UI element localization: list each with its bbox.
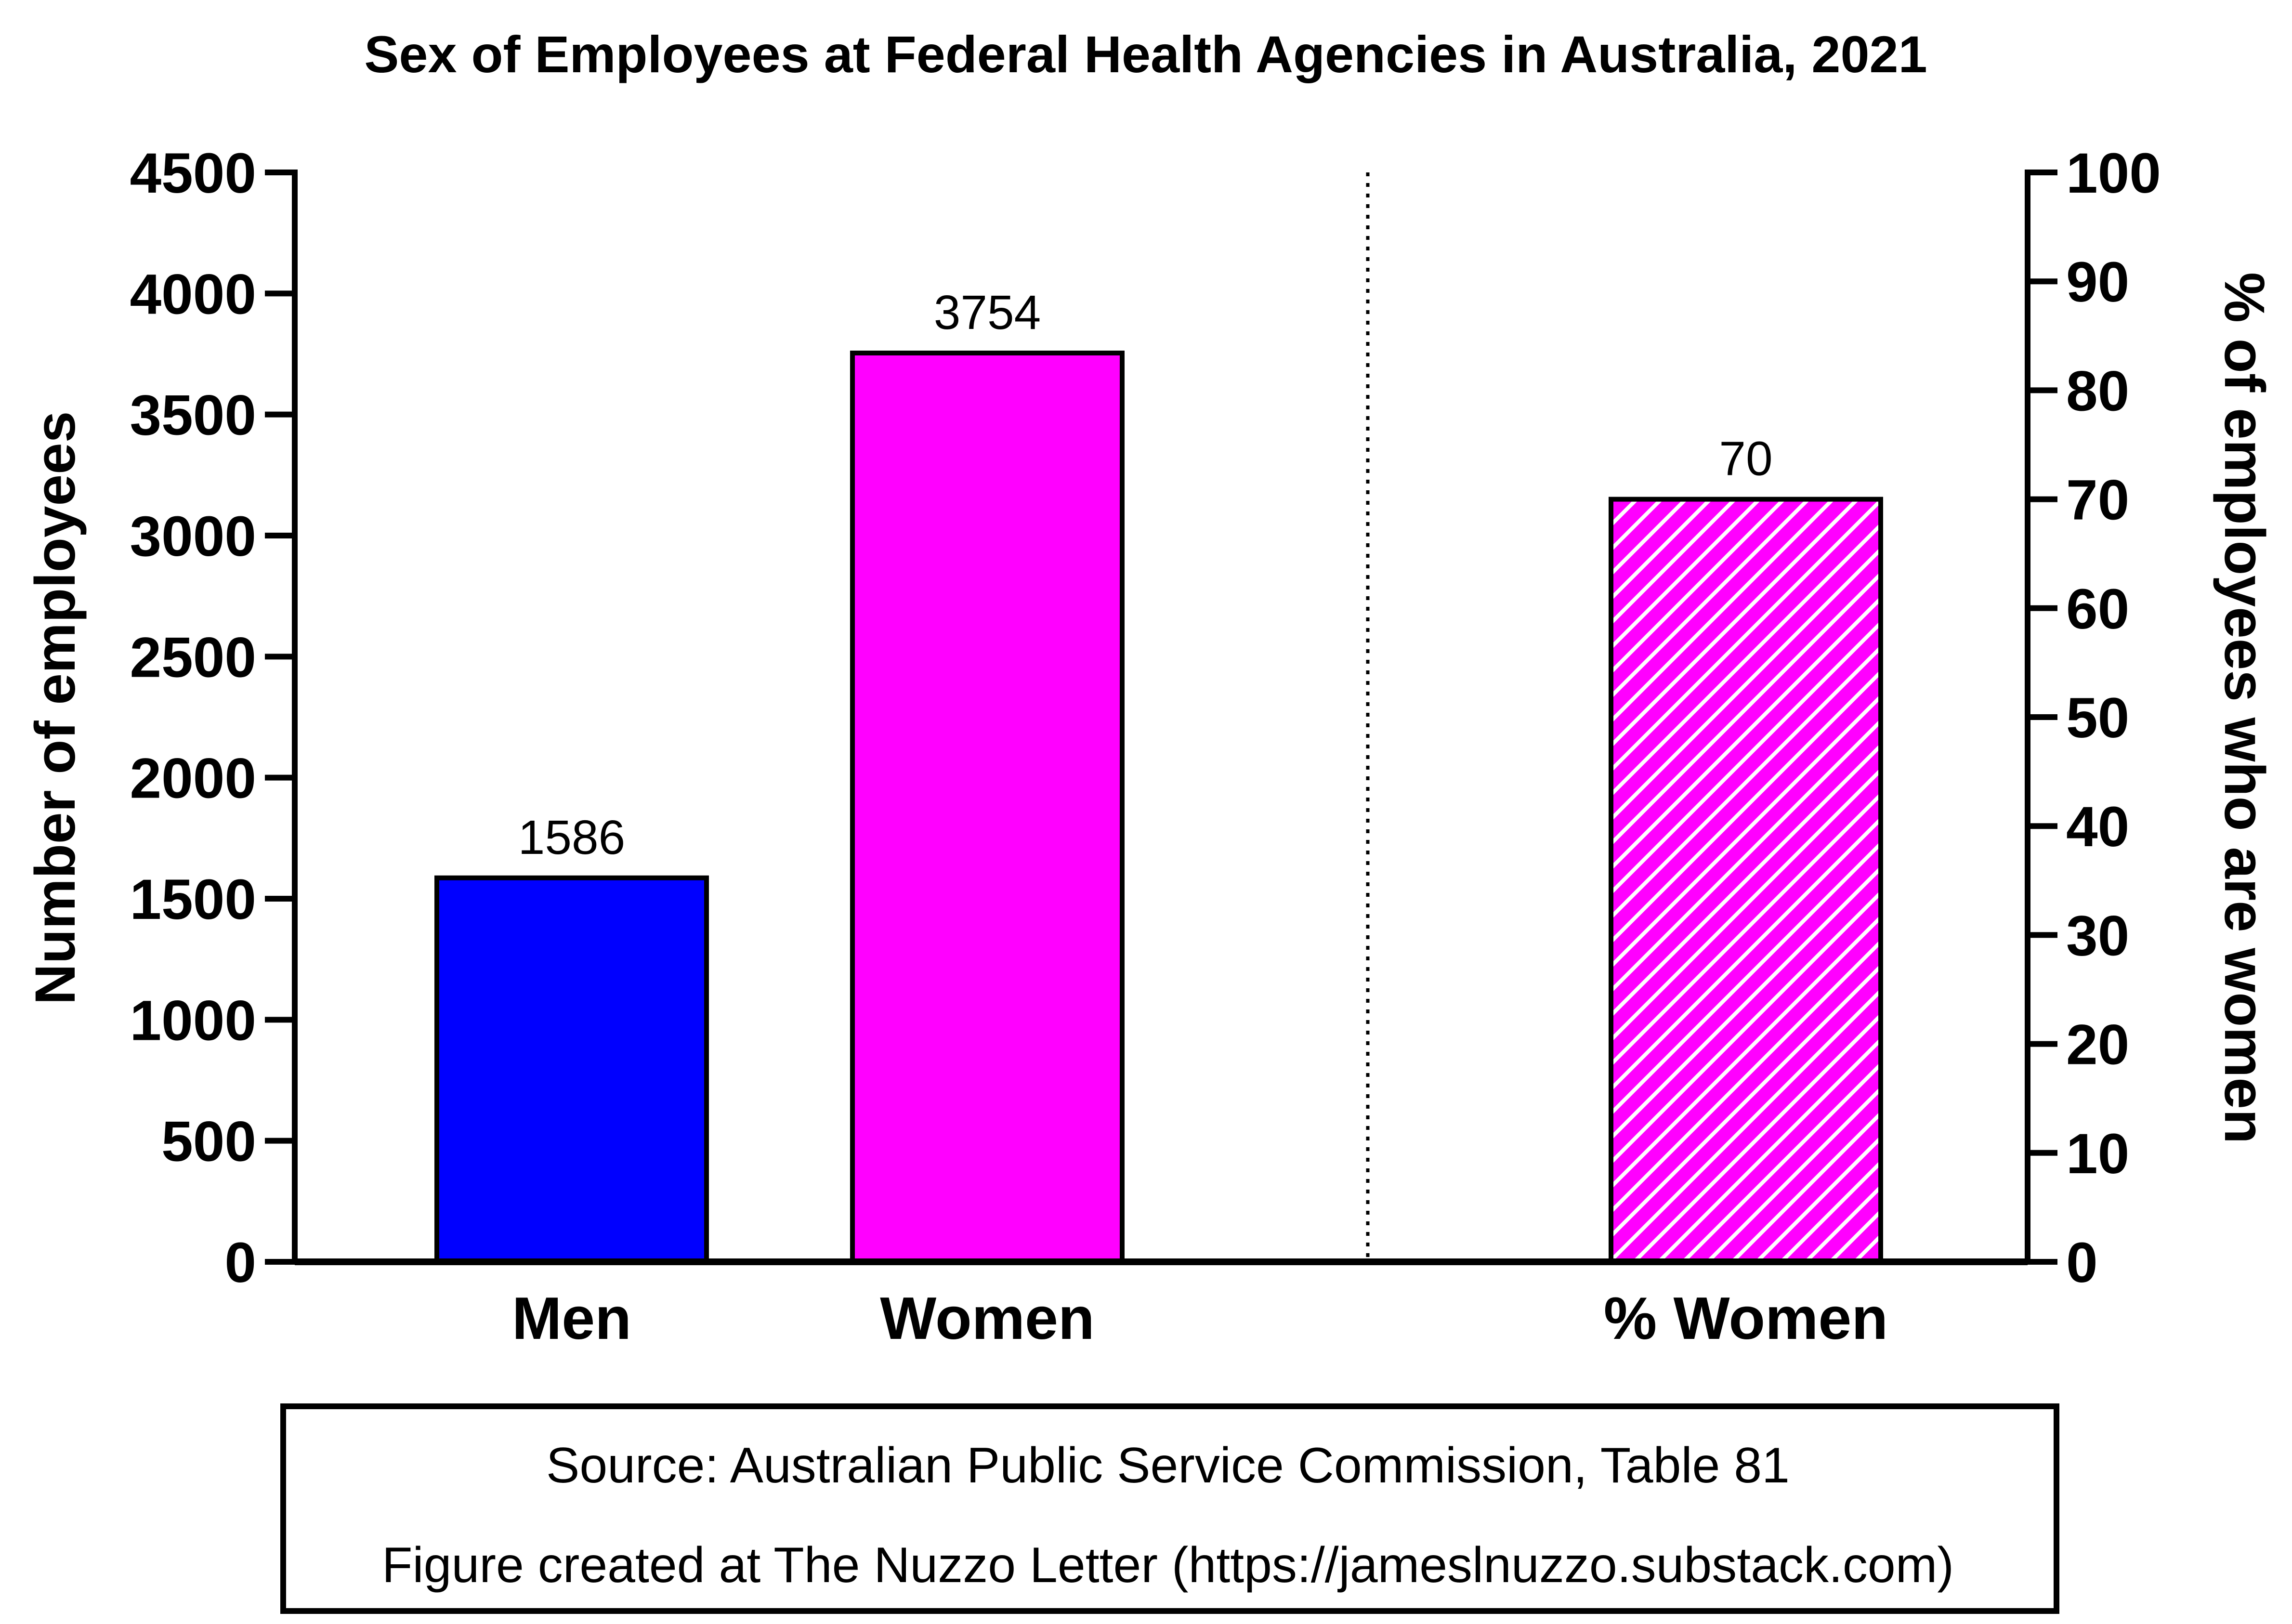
- right-tick-label: 70: [2066, 469, 2129, 532]
- left-tick-label: 0: [224, 1231, 256, 1295]
- left-axis-title: Number of employees: [24, 411, 87, 1005]
- left-tick-label: 500: [161, 1110, 256, 1174]
- data-label-women: 70: [1719, 432, 1772, 486]
- right-tick-label: 10: [2066, 1122, 2129, 1186]
- right-tick-label: 60: [2066, 577, 2129, 641]
- right-axis-title: % of employees who are women: [2213, 272, 2276, 1144]
- right-tick-label: 0: [2066, 1231, 2098, 1295]
- data-label-men: 1586: [518, 811, 625, 864]
- bar-women: [1609, 497, 1883, 1264]
- left-tick-label: 2000: [130, 747, 256, 811]
- right-tick-label: 80: [2066, 359, 2129, 423]
- chart-title: Sex of Employees at Federal Health Agenc…: [364, 25, 1927, 83]
- right-tick-label: 100: [2066, 142, 2161, 205]
- category-label-women: Women: [880, 1285, 1095, 1352]
- axes-layer: 0 500 1000 1500 2000 2500 3000 3500 4000 4500 0 10 2…: [130, 142, 2161, 1295]
- left-tick-label: 2500: [130, 626, 256, 689]
- bar-women: [850, 350, 1125, 1264]
- right-tick-label: 90: [2066, 250, 2129, 314]
- category-label-men: Men: [512, 1285, 631, 1352]
- right-tick-label: 40: [2066, 795, 2129, 859]
- left-tick-label: 3500: [130, 384, 256, 447]
- source-line-2: Figure created at The Nuzzo Letter (http…: [382, 1537, 1954, 1593]
- left-tick-label: 1500: [130, 868, 256, 931]
- left-tick-label: 4000: [130, 262, 256, 326]
- bars-layer: 1586 Men 3754 Women 70 % Women: [434, 286, 1888, 1352]
- right-tick-label: 30: [2066, 904, 2129, 968]
- bar-men: [434, 875, 709, 1264]
- data-label-women: 3754: [934, 286, 1041, 340]
- source-line-1: Source: Australian Public Service Commis…: [546, 1438, 1790, 1493]
- left-tick-label: 1000: [130, 989, 256, 1052]
- source-box: [280, 1403, 2059, 1614]
- right-tick-label: 50: [2066, 686, 2129, 750]
- left-tick-label: 3000: [130, 505, 256, 568]
- left-tick-label: 4500: [130, 142, 256, 205]
- category-label-women: % Women: [1604, 1285, 1888, 1352]
- right-tick-label: 20: [2066, 1013, 2129, 1077]
